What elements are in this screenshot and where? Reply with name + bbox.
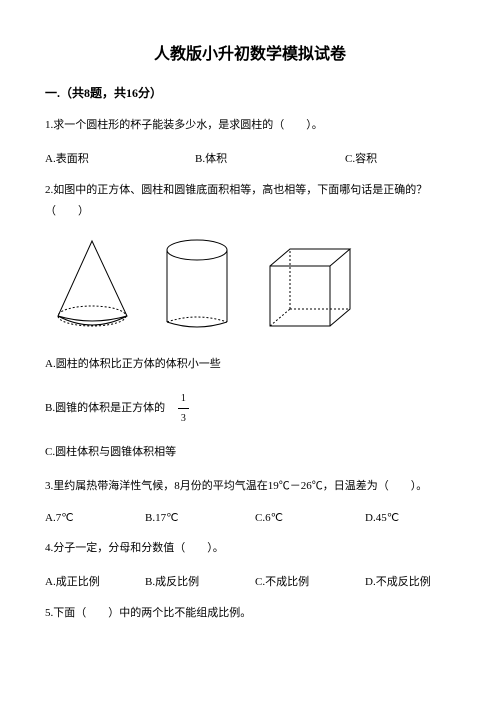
fraction-numerator: 1 bbox=[178, 389, 189, 409]
question-4-options: A.成正比例 B.成反比例 C.不成比例 D.不成反比例 bbox=[45, 573, 455, 589]
question-3-options: A.7℃ B.17℃ C.6℃ D.45℃ bbox=[45, 511, 455, 524]
question-2: 2.如图中的正方体、圆柱和圆锥底面积相等，高也相等，下面哪句话是正确的？（ ） bbox=[45, 180, 455, 222]
q3-option-a: A.7℃ bbox=[45, 511, 145, 524]
q4-option-c: C.不成比例 bbox=[255, 573, 365, 589]
q2-option-c: C.圆柱体积与圆锥体积相等 bbox=[45, 442, 455, 463]
question-3: 3.里约属热带海洋性气候，8月份的平均气温在19℃－26℃，日温差为（ ）。 bbox=[45, 476, 455, 497]
q2-option-b: B.圆锥的体积是正方体的 1 3 bbox=[45, 389, 455, 428]
q1-option-b: B.体积 bbox=[195, 150, 345, 166]
page-title: 人教版小升初数学模拟试卷 bbox=[45, 40, 455, 64]
question-1: 1.求一个圆柱形的杯子能装多少水，是求圆柱的（ ）。 bbox=[45, 115, 455, 136]
cube-icon bbox=[260, 241, 360, 336]
cylinder-icon bbox=[160, 236, 235, 336]
question-5: 5.下面（ ）中的两个比不能组成比例。 bbox=[45, 603, 455, 624]
fraction-icon: 1 3 bbox=[178, 389, 189, 428]
q4-option-a: A.成正比例 bbox=[45, 573, 145, 589]
q2-option-a: A.圆柱的体积比正方体的体积小一些 bbox=[45, 354, 455, 375]
cone-icon bbox=[50, 236, 135, 336]
q3-option-b: B.17℃ bbox=[145, 511, 255, 524]
question-4: 4.分子一定，分母和分数值（ ）。 bbox=[45, 538, 455, 559]
section-header: 一.（共8题，共16分） bbox=[45, 84, 455, 101]
q3-option-d: D.45℃ bbox=[365, 511, 399, 524]
question-1-options: A.表面积 B.体积 C.容积 bbox=[45, 150, 455, 166]
q1-option-a: A.表面积 bbox=[45, 150, 195, 166]
q2-option-b-text: B.圆锥的体积是正方体的 bbox=[45, 402, 165, 414]
shapes-diagram bbox=[45, 236, 455, 336]
fraction-denominator: 3 bbox=[178, 409, 189, 428]
q4-option-b: B.成反比例 bbox=[145, 573, 255, 589]
q1-option-c: C.容积 bbox=[345, 150, 377, 166]
q4-option-d: D.不成反比例 bbox=[365, 573, 431, 589]
q3-option-c: C.6℃ bbox=[255, 511, 365, 524]
